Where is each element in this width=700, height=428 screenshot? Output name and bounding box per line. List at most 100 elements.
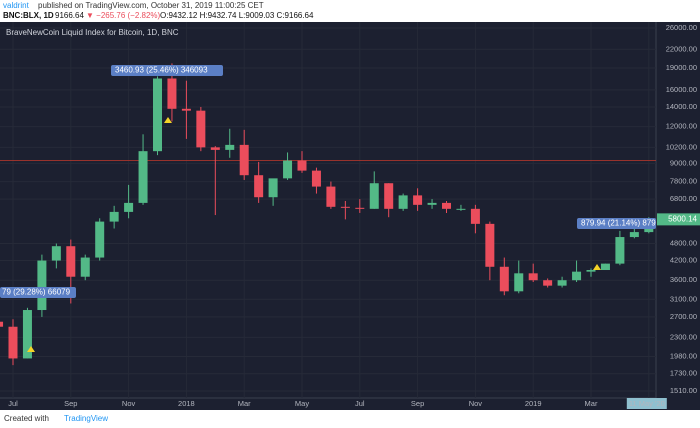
annotation-box	[577, 218, 656, 229]
y-tick-label: 4800.00	[670, 239, 697, 248]
x-tick-label: 2018	[178, 399, 195, 408]
y-tick-label: 3600.00	[670, 275, 697, 284]
price: 9166.64	[55, 11, 84, 20]
candle-body	[0, 321, 4, 327]
x-tick-label: Sep	[411, 399, 424, 408]
annotation: 879.94 (21.14%) 879	[581, 219, 656, 228]
y-tick-label: 10200.00	[666, 142, 697, 151]
candle-body	[167, 78, 177, 109]
x-tick-label: 11 May '20	[629, 399, 665, 408]
footer-brand[interactable]: TradingView	[64, 414, 108, 423]
marker	[27, 346, 35, 352]
candle-body	[384, 183, 394, 209]
y-tick-label: 7800.00	[670, 177, 697, 186]
last-price-label: 5800.14	[668, 214, 697, 223]
marker	[164, 117, 172, 123]
candle-body	[572, 271, 582, 281]
x-tick-label: Nov	[122, 399, 136, 408]
candle-body	[456, 208, 466, 210]
candle-body	[485, 223, 495, 267]
author[interactable]: valdrint	[3, 1, 30, 10]
published: published on TradingView.com, October 31…	[38, 1, 264, 10]
x-tick-label: Mar	[585, 399, 598, 408]
candle-body	[311, 170, 321, 187]
candle-body	[499, 266, 509, 292]
candle-body	[51, 246, 61, 261]
y-tick-label: 4200.00	[670, 256, 697, 265]
y-tick-label: 2700.00	[670, 312, 697, 321]
annotation: 3460.93 (25.46%) 346093	[115, 66, 208, 75]
ohlc: O:9432.12 H:9432.74 L:9009.03 C:9166.64	[160, 11, 314, 20]
annotation-box	[0, 287, 76, 298]
candle-body	[196, 110, 206, 148]
y-tick-label: 26000.00	[666, 23, 697, 32]
candle-body	[413, 195, 423, 205]
candle-body	[297, 160, 307, 171]
candle-body	[369, 183, 379, 209]
footer-bg	[0, 410, 700, 428]
y-tick-label: 16000.00	[666, 85, 697, 94]
candle-body	[283, 160, 293, 179]
candle-body	[8, 326, 18, 359]
change: ▼ −265.76 (−2.82%)	[86, 11, 161, 20]
x-tick-label: Jul	[8, 399, 18, 408]
candle-body	[80, 257, 90, 277]
footer-text: Created with	[4, 414, 49, 423]
candle-body	[210, 147, 220, 150]
candle-body	[268, 178, 278, 198]
candle-body	[66, 246, 76, 277]
candle-body	[528, 273, 538, 281]
candle-body	[239, 144, 249, 176]
y-tick-label: 12000.00	[666, 122, 697, 131]
y-tick-label: 9000.00	[670, 158, 697, 167]
candle-body	[181, 108, 191, 111]
marker	[593, 264, 601, 270]
x-tick-label: Jul	[355, 399, 365, 408]
candle-body	[629, 232, 639, 238]
y-tick-label: 3100.00	[670, 294, 697, 303]
candle-body	[340, 206, 350, 208]
y-tick-label: 6800.00	[670, 194, 697, 203]
candle-body	[398, 195, 408, 209]
candle-body	[95, 221, 105, 258]
y-tick-label: 14000.00	[666, 102, 697, 111]
candle-body	[470, 208, 480, 224]
annotation-box	[111, 65, 223, 76]
y-tick-label: 1730.00	[670, 369, 697, 378]
last-price-box	[657, 213, 700, 226]
candle-body	[355, 207, 365, 209]
candle-body	[254, 175, 264, 198]
candle-body	[615, 237, 625, 264]
x-tick-label: Mar	[238, 399, 251, 408]
candle-body	[225, 144, 235, 150]
x-tick-label: Nov	[469, 399, 483, 408]
y-tick-label: 19000.00	[666, 63, 697, 72]
candle-body	[153, 78, 162, 152]
candle-body	[586, 270, 596, 272]
candle-body	[124, 202, 134, 212]
candle-body	[22, 310, 32, 359]
candle-body	[514, 273, 524, 292]
candle-body	[109, 211, 119, 222]
candle-body	[543, 280, 553, 286]
candle-body	[326, 186, 336, 207]
candle-body	[138, 151, 148, 203]
y-tick-label: 22000.00	[666, 44, 697, 53]
candle-body	[557, 280, 567, 286]
y-tick-label: 1510.00	[670, 386, 697, 395]
candle-body	[37, 260, 47, 311]
x-tick-label: 2019	[525, 399, 542, 408]
candle-body	[442, 202, 451, 209]
symbol: BNC:BLX, 1D	[3, 11, 54, 20]
candle-body	[600, 263, 610, 271]
date-box	[626, 398, 667, 409]
annotation: 79 (29.28%) 66079	[2, 288, 71, 297]
candle-body	[427, 202, 437, 205]
x-tick-label: May	[295, 399, 309, 408]
chart-title: BraveNewCoin Liquid Index for Bitcoin, 1…	[6, 28, 179, 37]
chart-bg	[0, 22, 700, 410]
x-tick-label: Sep	[64, 399, 77, 408]
y-tick-label: 1980.00	[670, 351, 697, 360]
y-tick-label: 2300.00	[670, 332, 697, 341]
